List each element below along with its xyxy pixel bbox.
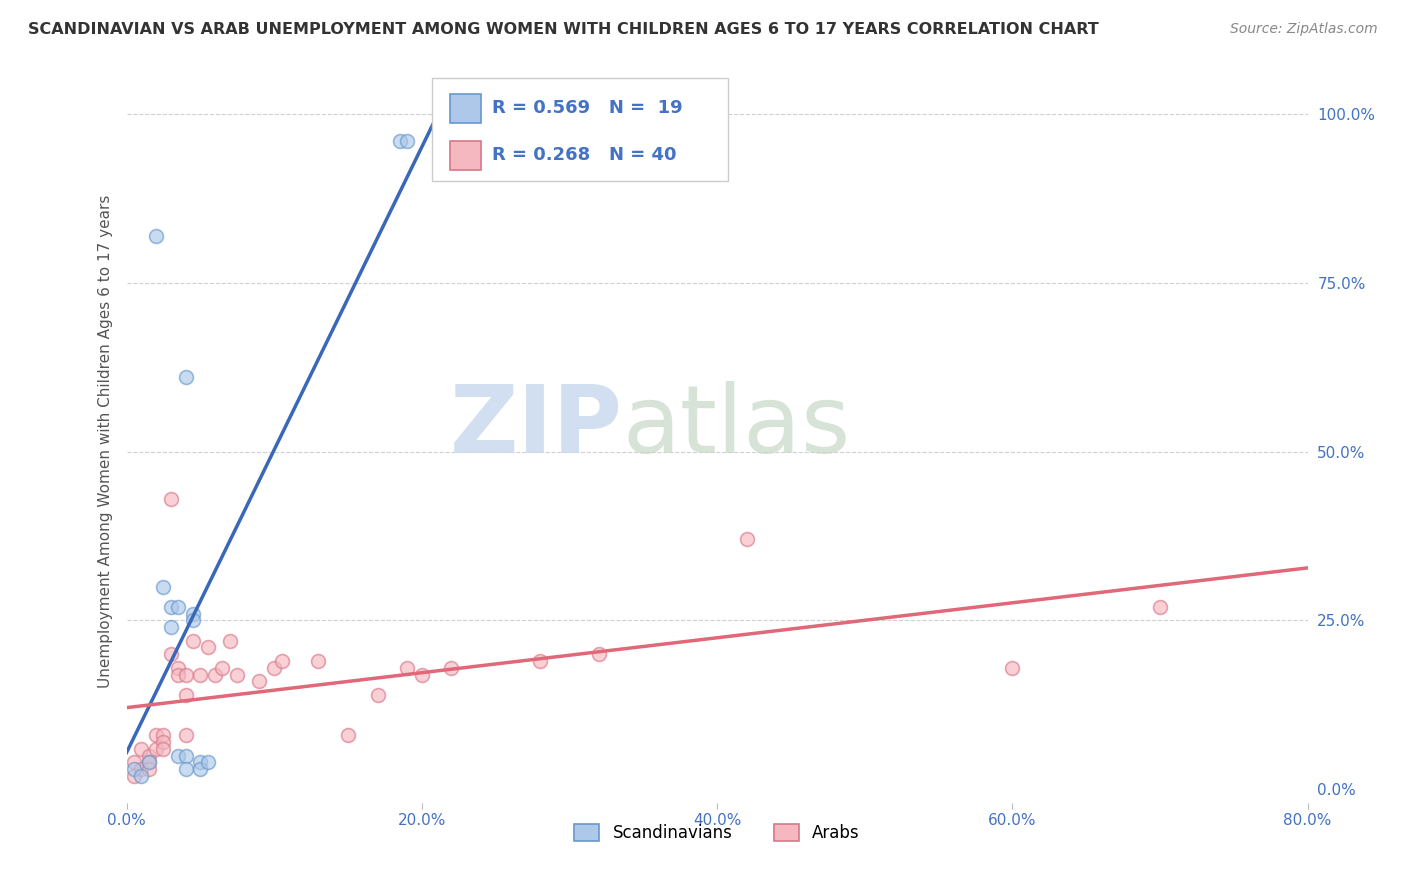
Point: [174, 688, 197, 702]
Point: [396, 661, 419, 675]
Point: [138, 756, 160, 770]
Point: [129, 762, 153, 776]
Point: [367, 688, 389, 702]
Point: [122, 762, 145, 776]
Text: SCANDINAVIAN VS ARAB UNEMPLOYMENT AMONG WOMEN WITH CHILDREN AGES 6 TO 17 YEARS C: SCANDINAVIAN VS ARAB UNEMPLOYMENT AMONG …: [28, 22, 1099, 37]
Point: [167, 661, 190, 675]
Point: [145, 728, 167, 742]
Point: [174, 728, 197, 742]
Point: [219, 633, 242, 648]
Point: [1001, 661, 1024, 675]
Point: [160, 491, 183, 506]
Point: [388, 134, 411, 148]
Point: [308, 654, 330, 668]
Point: [204, 667, 226, 681]
Point: [167, 667, 190, 681]
Point: [129, 741, 153, 756]
Point: [270, 654, 292, 668]
Text: atlas: atlas: [623, 381, 851, 473]
Point: [197, 640, 219, 655]
Text: R = 0.569   N =  19: R = 0.569 N = 19: [492, 99, 683, 117]
Text: R = 0.268   N = 40: R = 0.268 N = 40: [492, 146, 676, 164]
Point: [152, 728, 174, 742]
Point: [160, 599, 183, 614]
Point: [411, 667, 433, 681]
Point: [188, 756, 212, 770]
Point: [167, 748, 190, 763]
Legend: Scandinavians, Arabs: Scandinavians, Arabs: [568, 817, 866, 848]
Point: [138, 762, 160, 776]
Point: [396, 134, 419, 148]
Point: [152, 735, 174, 749]
Point: [145, 228, 167, 243]
Point: [181, 614, 204, 628]
Point: [188, 762, 212, 776]
Point: [529, 654, 551, 668]
Point: [211, 661, 233, 675]
Point: [160, 647, 183, 661]
Point: [181, 633, 204, 648]
Point: [588, 647, 610, 661]
Point: [174, 762, 197, 776]
Point: [263, 661, 285, 675]
Point: [197, 756, 219, 770]
Text: ZIP: ZIP: [450, 381, 623, 473]
Point: [167, 599, 190, 614]
Point: [181, 607, 204, 621]
Point: [337, 728, 360, 742]
Point: [174, 667, 197, 681]
Point: [160, 620, 183, 634]
Y-axis label: Unemployment Among Women with Children Ages 6 to 17 years: Unemployment Among Women with Children A…: [97, 194, 112, 689]
Point: [145, 741, 167, 756]
Point: [138, 756, 160, 770]
Point: [122, 756, 145, 770]
Point: [249, 674, 271, 689]
Point: [122, 769, 145, 783]
Point: [129, 769, 153, 783]
Point: [174, 370, 197, 384]
Point: [174, 748, 197, 763]
Point: [152, 580, 174, 594]
Text: Source: ZipAtlas.com: Source: ZipAtlas.com: [1230, 22, 1378, 37]
Point: [138, 748, 160, 763]
Point: [152, 741, 174, 756]
Point: [440, 661, 463, 675]
Point: [226, 667, 249, 681]
Point: [735, 533, 758, 547]
Point: [188, 667, 212, 681]
Point: [1149, 599, 1171, 614]
